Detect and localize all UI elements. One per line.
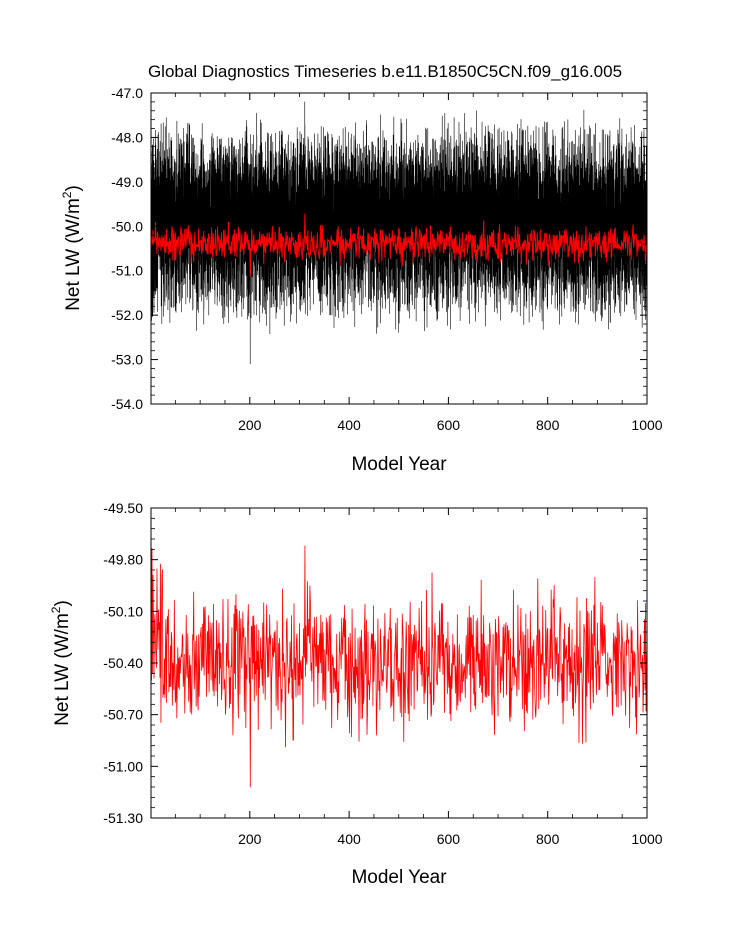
series-line-annual [150, 213, 648, 277]
y-tick-label: -49.80 [103, 552, 143, 568]
timeseries-panel-annual: -51.30 -51.00 -50.70 -50.40 -50.10 -49.80 -49.… [49, 500, 663, 888]
y-axis-label-main: Net LW (W/m [52, 613, 73, 726]
x-tick-label: 800 [536, 831, 560, 847]
y-tick-labels: -51.30 -51.00 -50.70 -50.40 -50.10 -49.80 -49.… [103, 500, 143, 826]
y-tick-label: -51.30 [103, 810, 143, 826]
y-axis-label-main: Net LW (W/m [63, 198, 84, 311]
y-axis-label-superscript: 2 [49, 606, 63, 613]
series-monthly [150, 101, 648, 365]
x-tick-labels: 200 400 600 800 1000 [238, 831, 663, 847]
x-tick-label: 400 [337, 831, 361, 847]
chart-title: Global Diagnostics Timeseries b.e11.B185… [148, 62, 622, 81]
x-tick-label: 400 [337, 417, 361, 433]
x-tick-label: 800 [536, 417, 560, 433]
y-tick-label: -51.0 [111, 263, 143, 279]
series-annual [150, 213, 648, 277]
y-tick-label: -48.0 [111, 129, 143, 145]
y-tick-label: -47.0 [111, 85, 143, 101]
y-tick-labels: -54.0 -53.0 -52.0 -51.0 -50.0 -49.0 -48.0 -47.0 [111, 85, 143, 412]
y-tick-label: -50.0 [111, 218, 143, 234]
x-tick-label: 1000 [631, 417, 662, 433]
y-tick-label: -51.00 [103, 758, 143, 774]
x-axis-label: Model Year [351, 867, 447, 888]
series-annual [150, 545, 648, 788]
x-axis-label: Model Year [351, 454, 447, 475]
axis-ticks [151, 507, 648, 819]
x-tick-labels: 200 400 600 800 1000 [238, 417, 663, 433]
y-axis-label-superscript: 2 [60, 191, 74, 198]
y-tick-label: -49.0 [111, 174, 143, 190]
timeseries-panel-monthly: Global Diagnostics Timeseries b.e11.B185… [60, 62, 663, 475]
series-line-monthly [150, 101, 648, 365]
y-tick-label: -50.40 [103, 655, 143, 671]
x-tick-label: 600 [437, 417, 461, 433]
x-tick-label: 1000 [631, 831, 662, 847]
y-axis-label-close: ) [63, 185, 84, 191]
x-tick-label: 200 [238, 417, 262, 433]
y-tick-label: -53.0 [111, 352, 143, 368]
y-tick-label: -49.50 [103, 500, 143, 516]
y-tick-label: -50.10 [103, 603, 143, 619]
y-axis-label: Net LW (W/m2) [49, 600, 73, 726]
x-tick-label: 600 [437, 831, 461, 847]
x-tick-label: 200 [238, 831, 262, 847]
y-axis-label: Net LW (W/m2) [60, 185, 84, 311]
y-tick-label: -54.0 [111, 396, 143, 412]
series-line-annual [150, 545, 648, 788]
y-tick-label: -52.0 [111, 307, 143, 323]
axis-ticks [151, 92, 648, 405]
y-tick-label: -50.70 [103, 707, 143, 723]
y-axis-label-close: ) [52, 600, 73, 606]
